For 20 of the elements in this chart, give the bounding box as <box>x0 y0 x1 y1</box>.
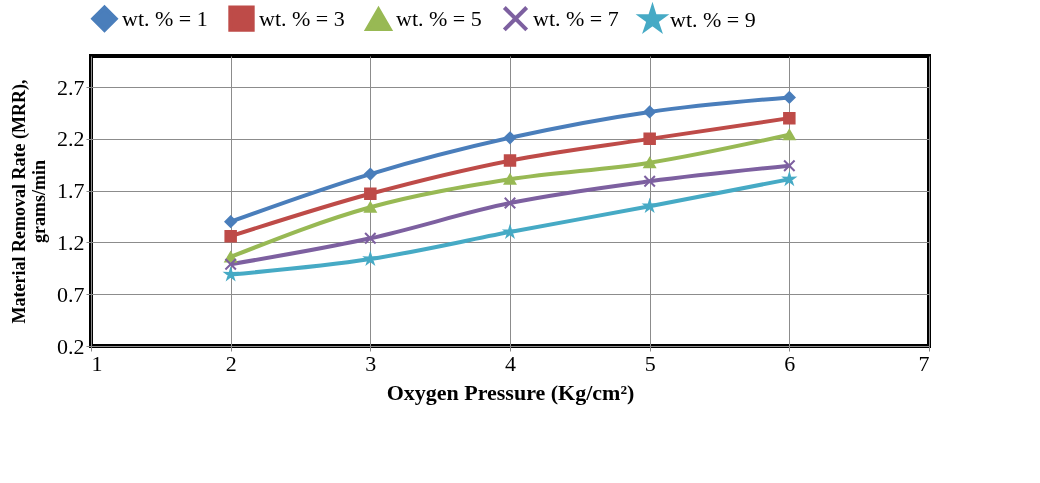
y-axis-title: Material Removal Rate (MRR), grams/min <box>9 79 49 324</box>
y-tick-label: 0.7 <box>57 281 85 307</box>
legend-label: wt. % = 3 <box>259 5 345 31</box>
x-tick-label: 1 <box>91 350 103 376</box>
x-axis-title: Oxygen Pressure (Kg/cm²) <box>386 379 635 405</box>
legend-label: wt. % = 9 <box>670 6 756 32</box>
legend-label: wt. % = 7 <box>533 5 619 31</box>
legend-label: wt. % = 5 <box>396 6 482 32</box>
y-tick-label: 1.2 <box>57 229 85 255</box>
x-tick-label: 3 <box>365 350 377 376</box>
y-tick-label: 1.7 <box>57 178 85 204</box>
x-tick-label: 7 <box>918 350 930 376</box>
x-tick-label: 4 <box>505 350 516 376</box>
y-tick-label: 0.2 <box>57 333 85 359</box>
y-tick-label: 2.2 <box>57 126 85 152</box>
x-tick-label: 2 <box>225 350 237 376</box>
legend-label: wt. % = 1 <box>122 5 208 31</box>
y-tick-label: 2.7 <box>57 74 85 100</box>
x-tick-label: 6 <box>784 350 796 376</box>
x-tick-label: 5 <box>644 350 656 376</box>
